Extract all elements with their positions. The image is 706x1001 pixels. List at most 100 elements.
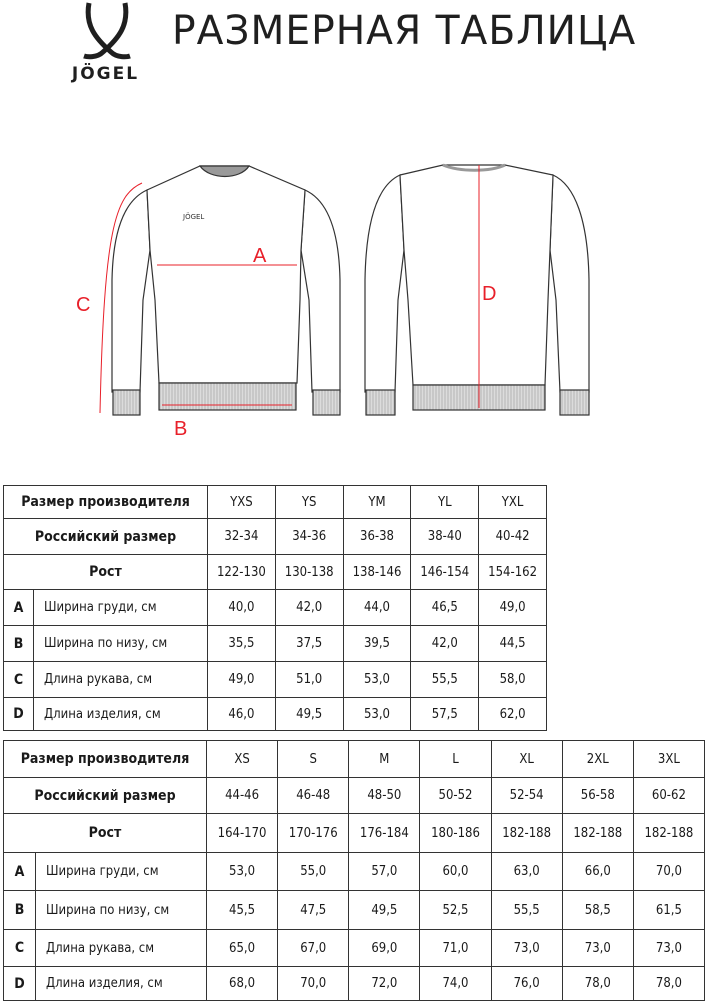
cell: 2XL — [561, 740, 634, 778]
measure-row: B Ширина по низу, см 35,5 37,5 39,5 42,0 44,5 — [3, 625, 547, 662]
measure-row: A Ширина груди, см 53,0 55,0 57,0 60,0 63,0 66,… — [3, 852, 705, 891]
cell: 44,0 — [342, 589, 412, 626]
cell: 46,5 — [410, 589, 480, 626]
cell: 138-146 — [342, 554, 412, 590]
cell: 71,0 — [419, 929, 492, 967]
measure-row: D Длина изделия, см 68,0 70,0 72,0 74,0 76,0 78… — [3, 966, 705, 1001]
cell: 49,5 — [274, 697, 344, 731]
cell: 170-176 — [277, 813, 350, 853]
measure-label: Длина рукава, см — [33, 661, 208, 698]
cell: XS — [205, 740, 279, 778]
cell: 122-130 — [207, 554, 276, 590]
cell: 62,0 — [478, 697, 547, 731]
measure-label: Длина изделия, см — [35, 966, 207, 1001]
measure-letter: C — [3, 661, 34, 698]
cell: 70,0 — [632, 852, 705, 891]
cell: 66,0 — [561, 852, 634, 891]
cell: 146-154 — [410, 554, 480, 590]
size-row: Размер производителя XS S M L XL 2XL 3XL — [3, 740, 705, 778]
measure-letter: C — [3, 929, 36, 967]
cell: 70,0 — [277, 966, 350, 1001]
cell: 32-34 — [207, 518, 276, 555]
cell: 38-40 — [410, 518, 480, 555]
cell: 67,0 — [277, 929, 350, 967]
cell: 55,5 — [490, 890, 563, 930]
cell: 65,0 — [205, 929, 279, 967]
svg-text:JÖGEL: JÖGEL — [182, 212, 204, 221]
cell: YL — [410, 485, 480, 519]
cell: 74,0 — [419, 966, 492, 1001]
measure-row: C Длина рукава, см 65,0 67,0 69,0 71,0 73,0 73,… — [3, 929, 705, 967]
cell: 49,5 — [348, 890, 421, 930]
cell: 182-188 — [632, 813, 705, 853]
cell: 45,5 — [205, 890, 279, 930]
cell: 40,0 — [207, 589, 276, 626]
cell: 76,0 — [490, 966, 563, 1001]
cell: 51,0 — [274, 661, 344, 698]
row-header: Российский размер — [3, 518, 208, 555]
cell: YXS — [207, 485, 276, 519]
cell: 49,0 — [478, 589, 547, 626]
cell: 34-36 — [274, 518, 344, 555]
measure-label: Ширина груди, см — [33, 589, 208, 626]
measure-lines — [99, 165, 480, 414]
cell: 46-48 — [277, 777, 350, 814]
cell: 130-138 — [274, 554, 344, 590]
measure-label: Ширина по низу, см — [33, 625, 208, 662]
cell: YM — [342, 485, 412, 519]
cell: 44-46 — [205, 777, 279, 814]
measure-letter: A — [3, 852, 36, 891]
cell: 46,0 — [207, 697, 276, 731]
cell: 35,5 — [207, 625, 276, 662]
row-header: Российский размер — [3, 777, 207, 814]
measure-c-line — [99, 182, 143, 414]
cell: L — [419, 740, 492, 778]
label-a: A — [253, 245, 267, 267]
measure-letter: B — [3, 890, 36, 930]
sweatshirt-diagram: JÖGEL A B C D — [76, 163, 590, 440]
cell: 50-52 — [419, 777, 492, 814]
measure-row: A Ширина груди, см 40,0 42,0 44,0 46,5 49,0 — [3, 589, 547, 626]
russian-size-row: Российский размер 32-34 34-36 36-38 38-40 40-… — [3, 518, 547, 555]
cell: 53,0 — [342, 697, 412, 731]
cell: YXL — [478, 485, 547, 519]
measure-label: Длина рукава, см — [35, 929, 207, 967]
cell: 182-188 — [490, 813, 563, 853]
cell: 60-62 — [632, 777, 705, 814]
cell: S — [277, 740, 350, 778]
measure-letter: D — [3, 697, 34, 731]
cell: 61,5 — [632, 890, 705, 930]
cell: 58,0 — [478, 661, 547, 698]
cell: 164-170 — [205, 813, 279, 853]
cell: 73,0 — [632, 929, 705, 967]
russian-size-row: Российский размер 44-46 46-48 48-50 50-52 52-… — [3, 777, 705, 814]
measure-label: Длина изделия, см — [33, 697, 208, 731]
cell: 48-50 — [348, 777, 421, 814]
cell: 44,5 — [478, 625, 547, 662]
cell: 176-184 — [348, 813, 421, 853]
cell: 55,5 — [410, 661, 480, 698]
cell: 55,0 — [277, 852, 350, 891]
cell: 73,0 — [490, 929, 563, 967]
row-header: Размер производителя — [3, 485, 208, 519]
cell: 53,0 — [342, 661, 412, 698]
cell: XL — [490, 740, 563, 778]
cell: 180-186 — [419, 813, 492, 853]
measure-row: B Ширина по низу, см 45,5 47,5 49,5 52,5 55,5 5… — [3, 890, 705, 930]
cell: 37,5 — [274, 625, 344, 662]
measure-row: D Длина изделия, см 46,0 49,5 53,0 57,5 62,0 — [3, 697, 547, 731]
back-view — [364, 163, 590, 416]
cell: 154-162 — [478, 554, 547, 590]
cell: 42,0 — [274, 589, 344, 626]
cell: 47,5 — [277, 890, 350, 930]
height-row: Рост 122-130 130-138 138-146 146-154 154-162 — [3, 554, 547, 590]
cell: 42,0 — [410, 625, 480, 662]
row-header: Размер производителя — [3, 740, 207, 778]
cell: 40-42 — [478, 518, 547, 555]
cell: 73,0 — [561, 929, 634, 967]
cell: M — [348, 740, 421, 778]
cell: 3XL — [632, 740, 705, 778]
measure-row: C Длина рукава, см 49,0 51,0 53,0 55,5 58,0 — [3, 661, 547, 698]
cell: 52-54 — [490, 777, 563, 814]
label-c: C — [76, 294, 90, 316]
